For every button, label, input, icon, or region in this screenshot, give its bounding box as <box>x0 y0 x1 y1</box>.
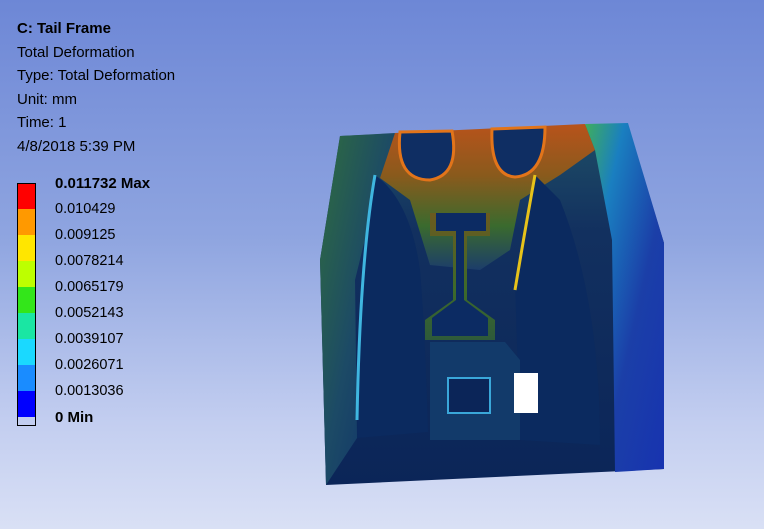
legend-swatch <box>17 391 36 417</box>
legend-swatch <box>17 365 36 391</box>
legend-swatch <box>17 313 36 339</box>
result-type: Type: Total Deformation <box>17 67 176 84</box>
legend-level-label: 0.0026071 <box>55 357 124 373</box>
legend-band-1: 0.011732 Max <box>17 175 217 209</box>
legend-swatch <box>17 209 36 235</box>
legend-swatch <box>17 235 36 261</box>
result-timestamp: 4/8/2018 5:39 PM <box>17 137 136 155</box>
result-name: Total Deformation <box>17 43 135 61</box>
analysis-title: C: Tail Frame <box>17 20 111 37</box>
legend-min-label: 0 Min <box>55 409 94 426</box>
legend-band-3: 0.009125 <box>17 227 217 261</box>
result-unit: Unit: mm <box>17 90 77 108</box>
legend-swatch <box>17 287 36 313</box>
legend-level-label: 0.010429 <box>55 201 116 217</box>
legend-max-label: 0.011732 Max <box>55 175 151 192</box>
legend-swatch <box>17 183 36 209</box>
legend-level-label: 0.0013036 <box>55 383 124 399</box>
legend-level-label: 0.0065179 <box>55 279 124 295</box>
legend-band-2: 0.010429 <box>17 201 217 235</box>
result-info: C: Tail Frame Total Deformation Type: To… <box>17 17 175 158</box>
frame-right-face <box>585 123 664 472</box>
result-time: Time: 1 <box>17 114 67 131</box>
lower-opening-white <box>514 373 538 413</box>
legend-level-label: 0.0078214 <box>55 253 124 269</box>
notch-left <box>397 129 456 182</box>
legend-band-7: 0.0039107 <box>17 331 217 365</box>
legend-swatch <box>17 339 36 365</box>
left-wedge <box>357 175 428 438</box>
frame-left-face <box>320 133 395 485</box>
legend-band-8: 0.0026071 <box>17 357 217 391</box>
left-wedge-edge <box>355 174 377 421</box>
legend-band-9: 0.0013036 <box>17 383 217 417</box>
legend-level-label: 0.0052143 <box>55 305 124 321</box>
ibeam-slot <box>432 213 488 336</box>
lower-slot-left <box>447 377 491 414</box>
legend-band-4: 0.0078214 <box>17 253 217 287</box>
legend-level-label: 0.009125 <box>55 227 116 243</box>
legend-band-min: 0 Min <box>17 409 217 443</box>
right-wedge-edge <box>513 174 537 291</box>
legend-swatch <box>17 261 36 287</box>
notch-right <box>490 125 547 179</box>
legend-level-label: 0.0039107 <box>55 331 124 347</box>
